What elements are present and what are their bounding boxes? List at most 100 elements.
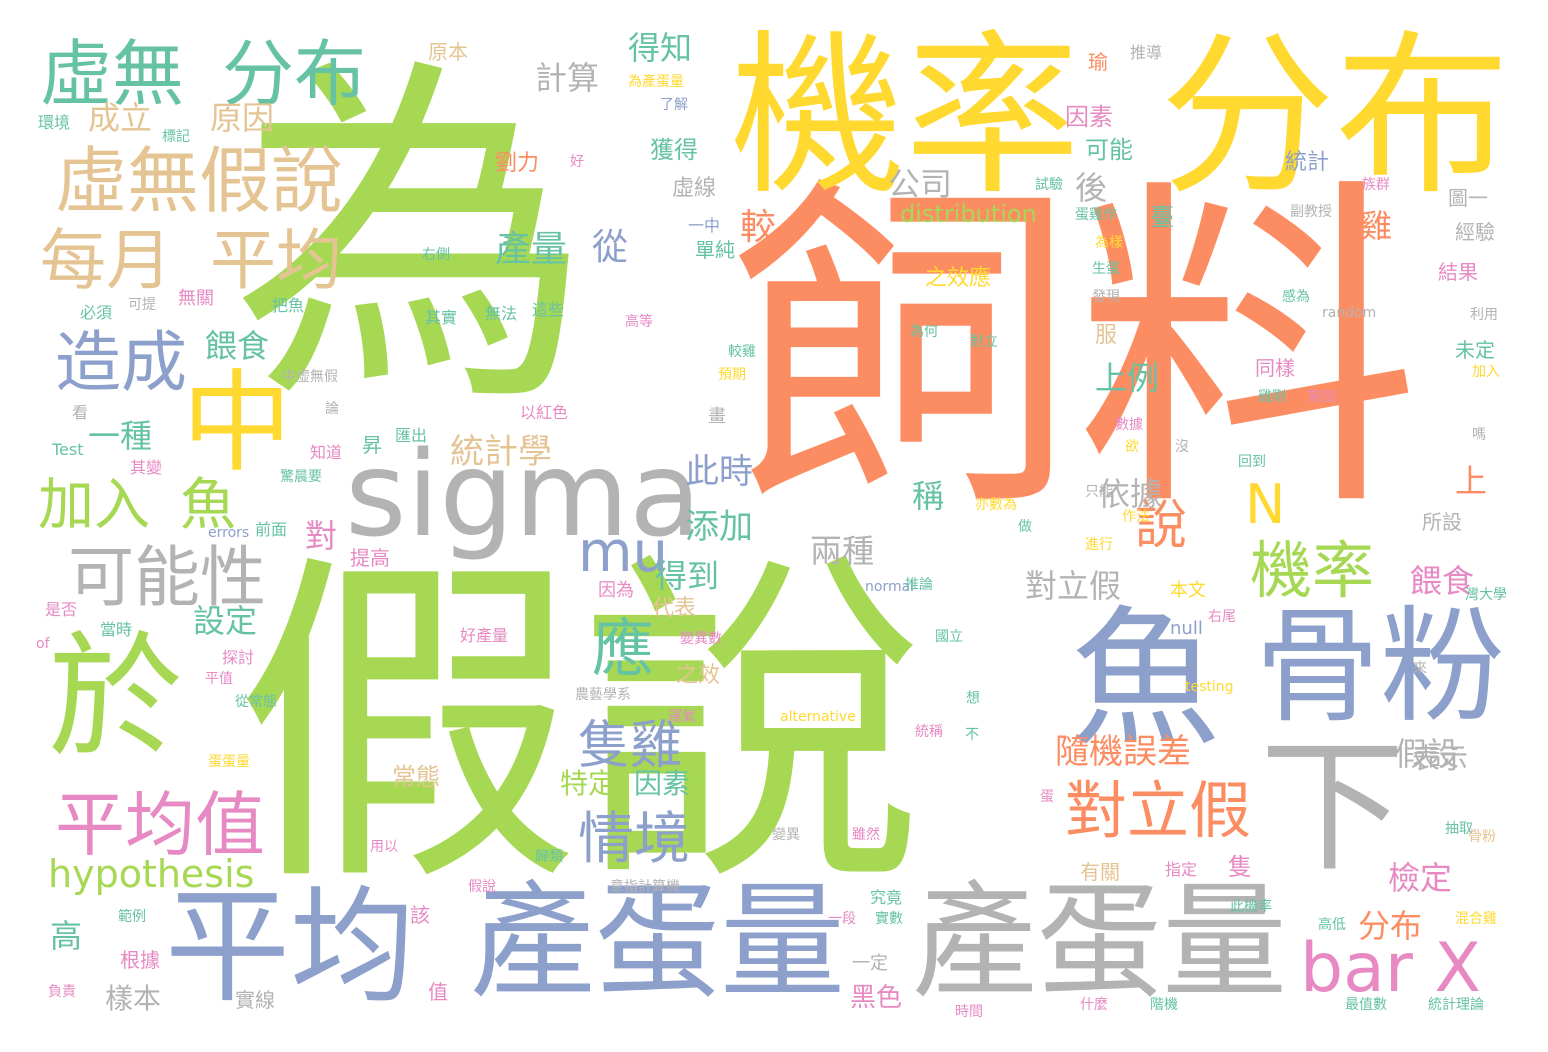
- cloud-word: 了解: [660, 97, 688, 113]
- cloud-word: 從常態: [235, 694, 277, 710]
- cloud-word: 稱: [912, 477, 945, 515]
- cloud-word: 昇: [362, 433, 382, 457]
- cloud-word: 統計理論: [1428, 997, 1484, 1013]
- cloud-word: 可提: [128, 297, 156, 313]
- cloud-word: 一定: [852, 953, 888, 974]
- cloud-word: normal: [865, 579, 915, 595]
- cloud-word: 應: [592, 612, 655, 685]
- cloud-word: 推論: [905, 577, 933, 593]
- cloud-word: random: [1322, 305, 1377, 321]
- cloud-word: 好: [570, 154, 584, 170]
- cloud-word: 骨粉: [1255, 595, 1505, 740]
- cloud-word: 加入: [38, 473, 150, 538]
- cloud-word: 運氣: [668, 709, 696, 725]
- cloud-word: 亦數為: [975, 497, 1017, 513]
- cloud-word: 農藝學系: [575, 687, 631, 703]
- cloud-word: 只能: [1085, 484, 1113, 500]
- cloud-word: 每月: [40, 222, 172, 299]
- cloud-word: 產蛋量: [470, 870, 845, 1015]
- cloud-word: 根據: [120, 948, 160, 972]
- cloud-word: 中虛無假: [282, 369, 338, 385]
- cloud-word: null: [1170, 618, 1203, 639]
- cloud-word: 機率: [730, 16, 1080, 219]
- cloud-word: 臺: [1150, 203, 1174, 231]
- cloud-word: 高等: [625, 314, 653, 330]
- cloud-word: 設定: [193, 602, 258, 640]
- cloud-word: 有關: [1080, 860, 1120, 884]
- cloud-word: 樣本: [105, 982, 162, 1015]
- cloud-word: 添加: [685, 507, 753, 547]
- cloud-word: 階機: [1150, 997, 1178, 1013]
- cloud-word: 較雞: [728, 344, 756, 360]
- cloud-word: 欲: [1125, 439, 1139, 455]
- cloud-word: 必須: [80, 303, 113, 322]
- cloud-word: 歸類: [535, 849, 563, 865]
- cloud-word: 中: [182, 359, 292, 487]
- cloud-word: 瑜: [1088, 50, 1108, 74]
- cloud-word: 結果: [1438, 260, 1478, 284]
- cloud-word: 加入: [1472, 364, 1500, 380]
- cloud-word: 原因: [210, 99, 275, 137]
- cloud-word: 雞剛: [1258, 389, 1286, 405]
- cloud-word: 驚晨要: [280, 469, 322, 485]
- cloud-word: 做: [1018, 519, 1032, 535]
- cloud-word: 因素: [634, 767, 691, 800]
- cloud-word: 是否: [45, 600, 78, 619]
- cloud-word: 什麼: [1080, 997, 1108, 1013]
- cloud-word: 看: [72, 403, 89, 422]
- cloud-word: 上例: [1095, 359, 1160, 397]
- cloud-word: 統稱: [915, 724, 943, 740]
- cloud-word: 產量: [495, 229, 568, 270]
- cloud-word: 發現: [1092, 289, 1120, 305]
- cloud-word: 經驗: [1455, 220, 1495, 244]
- cloud-word: 感為: [1282, 289, 1310, 305]
- cloud-word: 不: [965, 727, 979, 743]
- cloud-word: 作法: [1122, 509, 1150, 525]
- cloud-word: 畫: [708, 406, 726, 427]
- cloud-word: 為產蛋量: [628, 74, 684, 90]
- cloud-word: 值: [428, 980, 448, 1004]
- cloud-word: 最值數: [1345, 997, 1387, 1013]
- cloud-word: 該: [410, 903, 430, 927]
- cloud-word: 混合雞: [1455, 911, 1497, 927]
- cloud-word: 因為: [598, 580, 634, 601]
- cloud-word: 回到: [1238, 454, 1266, 470]
- cloud-word: 下: [1260, 723, 1405, 892]
- cloud-word: 隻雞: [578, 716, 683, 776]
- cloud-word: 意指計算機: [610, 879, 680, 895]
- cloud-word: 因素: [1065, 103, 1113, 131]
- cloud-word: 環境: [38, 113, 71, 132]
- cloud-word: distribution: [900, 200, 1037, 228]
- cloud-word: 一段: [828, 911, 856, 927]
- cloud-word: testing: [1185, 679, 1234, 695]
- cloud-word: 虛無: [40, 32, 185, 116]
- cloud-word: 想: [964, 690, 980, 704]
- cloud-word: 蛋雞作: [1075, 207, 1117, 223]
- cloud-word: 嗎: [1472, 427, 1486, 443]
- cloud-word: 為何: [910, 324, 938, 340]
- cloud-word: 平均: [210, 222, 342, 299]
- cloud-word: 之效應: [925, 266, 992, 291]
- cloud-word: 可能: [1085, 136, 1133, 164]
- cloud-word: 黑色: [850, 983, 903, 1013]
- cloud-word: 抽取: [1445, 821, 1473, 837]
- cloud-word: 國立: [935, 629, 963, 645]
- cloud-word: 蛋: [1040, 789, 1054, 805]
- cloud-word: 知道: [310, 443, 343, 462]
- cloud-word: 公司: [888, 165, 953, 203]
- cloud-word: 標記: [162, 129, 190, 145]
- cloud-word: errors: [208, 525, 250, 541]
- cloud-word: 利用: [1470, 307, 1498, 323]
- cloud-word: 之效: [676, 663, 721, 688]
- cloud-word: 生蛋: [1092, 261, 1120, 277]
- cloud-word: 族群: [1362, 177, 1390, 193]
- cloud-word: 常態: [392, 763, 440, 791]
- cloud-word: 獲得: [650, 136, 698, 164]
- cloud-word: 實線: [235, 988, 275, 1012]
- cloud-word: 其變: [130, 458, 163, 477]
- cloud-word: hypothesis: [48, 852, 255, 896]
- cloud-word: 蛋蛋量: [208, 754, 250, 770]
- cloud-word: 副教授: [1290, 204, 1332, 220]
- cloud-word: 匯出: [395, 426, 428, 445]
